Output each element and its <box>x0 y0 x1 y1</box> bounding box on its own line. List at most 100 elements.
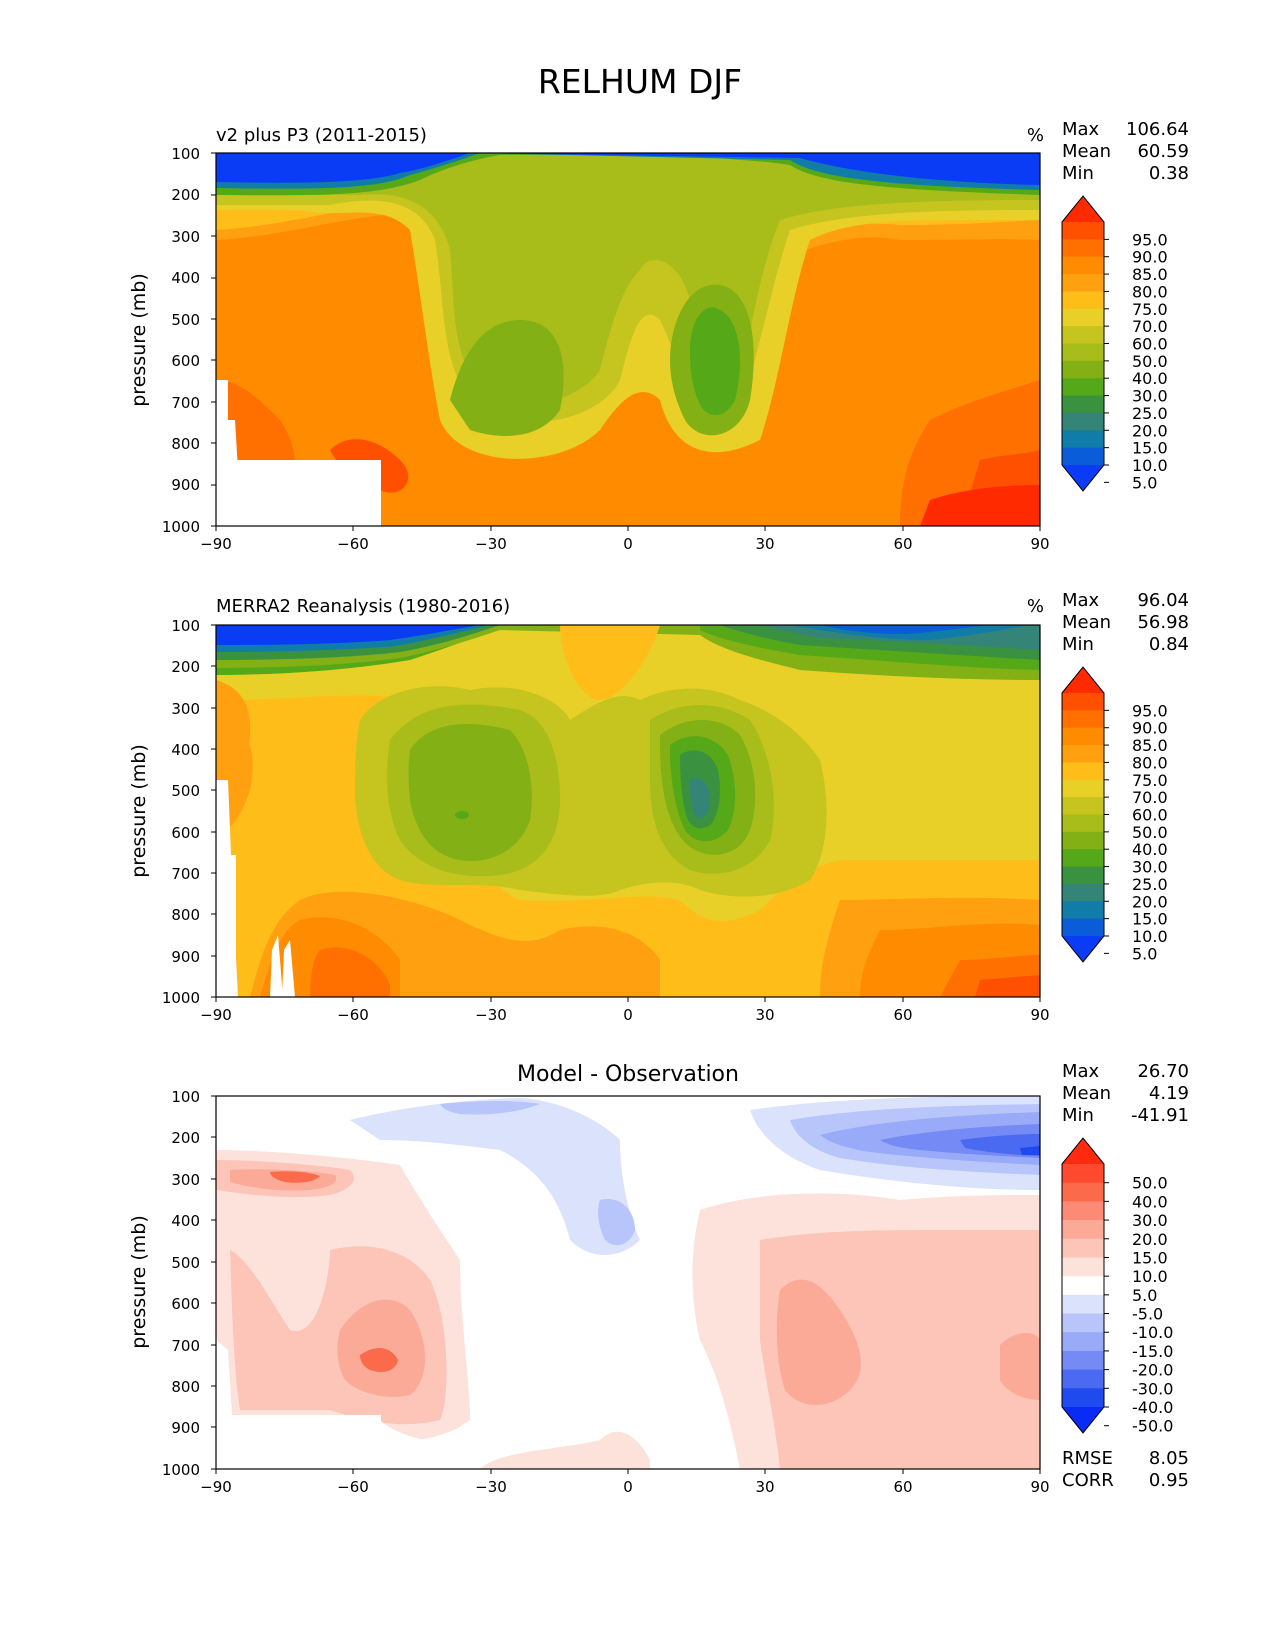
y-tick-label: 1000 <box>162 989 200 1007</box>
y-tick-label: 700 <box>171 865 200 883</box>
colorbar-tick-label: 70.0 <box>1132 317 1168 336</box>
colorbar-segment <box>1062 831 1104 850</box>
y-tick-label: 900 <box>171 948 200 966</box>
colorbar-tick-label: 85.0 <box>1132 265 1168 284</box>
colorbar-tick-label: 85.0 <box>1132 736 1168 755</box>
contour-field <box>216 153 1040 526</box>
y-tick-label: 200 <box>171 186 200 204</box>
x-tick-label: 60 <box>893 1478 912 1496</box>
stat-label: RMSE <box>1062 1448 1113 1469</box>
colorbar-tick-label: 90.0 <box>1132 248 1168 267</box>
colorbar-tick-label: 70.0 <box>1132 788 1168 807</box>
colorbar-segment <box>1062 797 1104 815</box>
stat-min: 0.38 <box>1149 163 1189 184</box>
stat-corr: 0.95 <box>1149 1470 1189 1491</box>
colorbar-tick-label: 40.0 <box>1132 840 1168 859</box>
colorbar-tick-label: 40.0 <box>1132 369 1168 388</box>
colorbar-segment <box>1062 360 1104 379</box>
colorbar-tick-label: 5.0 <box>1132 473 1157 492</box>
x-axis: −90 −60 −30 0 30 60 90 <box>200 997 1050 1024</box>
colorbar-tick-label: 80.0 <box>1132 753 1168 772</box>
y-tick-label: 1000 <box>162 518 200 536</box>
y-tick-label: 100 <box>171 145 200 163</box>
x-axis: −90 −60 −30 0 30 60 90 <box>200 1469 1050 1496</box>
y-tick-label: 900 <box>171 476 200 494</box>
stat-label: CORR <box>1062 1470 1114 1491</box>
figure-title: RELHUM DJF <box>538 62 742 101</box>
y-tick-label: 200 <box>171 658 200 676</box>
colorbar-tick-label: 40.0 <box>1132 1192 1168 1211</box>
colorbar-segment <box>1062 1294 1104 1315</box>
y-tick-label: 800 <box>171 906 200 924</box>
colorbar-segment <box>1062 1164 1104 1184</box>
colorbar-segment <box>1062 291 1104 310</box>
colorbar-segment <box>1062 222 1104 240</box>
stat-mean: 4.19 <box>1149 1083 1189 1104</box>
x-tick-label: −30 <box>475 1478 507 1496</box>
colorbar-segment <box>1062 762 1104 781</box>
y-tick-label: 500 <box>171 311 200 329</box>
y-tick-label: 500 <box>171 1254 200 1272</box>
contour-field <box>216 625 1040 997</box>
x-tick-label: −90 <box>200 1006 232 1024</box>
colorbar-segment <box>1062 693 1104 711</box>
colorbar-tick-label: -20.0 <box>1132 1361 1173 1380</box>
colorbar-extend-min <box>1062 465 1104 491</box>
stat-label: Min <box>1062 634 1094 655</box>
stat-max: 106.64 <box>1126 119 1189 140</box>
stat-mean: 60.59 <box>1137 141 1189 162</box>
colorbar-tick-label: 30.0 <box>1132 1211 1168 1230</box>
colorbar-tick-label: 30.0 <box>1132 858 1168 877</box>
colorbar-extend-min <box>1062 936 1104 962</box>
y-tick-label: 700 <box>171 1337 200 1355</box>
y-tick-label: 600 <box>171 1295 200 1313</box>
colorbar-segment <box>1062 256 1104 275</box>
colorbar-tick-label: 15.0 <box>1132 439 1168 458</box>
colorbar-segment <box>1062 1369 1104 1389</box>
colorbar-tick-label: 5.0 <box>1132 1286 1157 1305</box>
colorbar-segment <box>1062 239 1104 258</box>
colorbar-tick-label: -30.0 <box>1132 1379 1173 1398</box>
colorbar-tick-label: 95.0 <box>1132 701 1168 720</box>
colorbar-tick-label: 30.0 <box>1132 387 1168 406</box>
colorbar-segment <box>1062 727 1104 746</box>
x-tick-label: −60 <box>337 1006 369 1024</box>
colorbar-segment <box>1062 395 1104 414</box>
panel-difference: Model - Observation <box>128 1061 1189 1496</box>
colorbar-tick-label: -50.0 <box>1132 1417 1173 1436</box>
stat-label: Mean <box>1062 1083 1111 1104</box>
colorbar-tick-label: 95.0 <box>1132 230 1168 249</box>
y-tick-label: 300 <box>171 700 200 718</box>
y-axis-label: pressure (mb) <box>128 744 150 878</box>
colorbar-segment <box>1062 1350 1104 1371</box>
stat-label: Min <box>1062 1105 1094 1126</box>
colorbar-tick-label: 15.0 <box>1132 910 1168 929</box>
colorbar-segment <box>1062 1388 1104 1408</box>
colorbar-extend-max <box>1062 1138 1104 1164</box>
y-tick-label: 300 <box>171 228 200 246</box>
colorbar-tick-label: 75.0 <box>1132 771 1168 790</box>
colorbar-tick-label: 60.0 <box>1132 335 1168 354</box>
colorbar-tick-label: -10.0 <box>1132 1323 1173 1342</box>
y-tick-label: 600 <box>171 824 200 842</box>
y-tick-label: 800 <box>171 435 200 453</box>
x-tick-label: 90 <box>1030 1478 1049 1496</box>
y-tick-label: 800 <box>171 1378 200 1396</box>
x-tick-label: −30 <box>475 535 507 553</box>
colorbar-tick-label: 20.0 <box>1132 421 1168 440</box>
colorbar-segment <box>1062 1313 1104 1333</box>
y-axis-label: pressure (mb) <box>128 273 150 407</box>
x-tick-label: −60 <box>337 1478 369 1496</box>
y-axis: 100 200 300 400 500 600 700 800 900 1000 <box>162 145 216 536</box>
colorbar-segment <box>1062 918 1104 937</box>
colorbar-segment <box>1062 378 1104 397</box>
colorbar-tick-label: 80.0 <box>1132 282 1168 301</box>
colorbar-segment <box>1062 1182 1104 1202</box>
x-tick-label: 0 <box>623 1006 633 1024</box>
y-tick-label: 200 <box>171 1129 200 1147</box>
colorbar-tick-label: 5.0 <box>1132 944 1157 963</box>
y-tick-label: 100 <box>171 617 200 635</box>
colorbar-tick-label: -15.0 <box>1132 1342 1173 1361</box>
stats-block: Max 26.70 Mean 4.19 Min -41.91 RMSE 8.05… <box>1062 1061 1189 1491</box>
